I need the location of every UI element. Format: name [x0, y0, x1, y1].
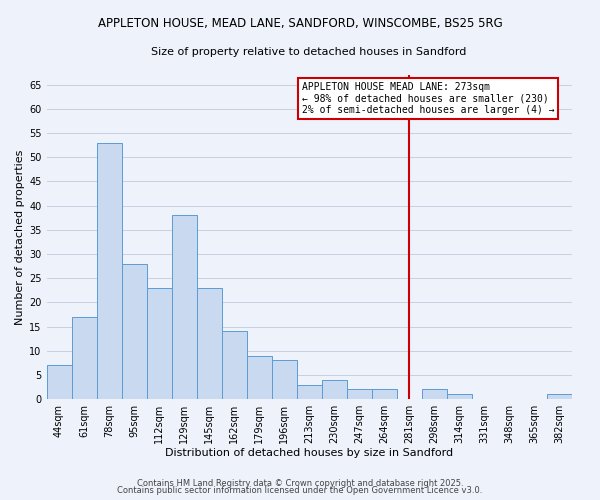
Bar [146, 288, 172, 399]
Bar [371, 390, 397, 399]
Bar [172, 215, 197, 399]
Bar [272, 360, 296, 399]
Y-axis label: Number of detached properties: Number of detached properties [15, 150, 25, 324]
Bar [71, 317, 97, 399]
Text: APPLETON HOUSE, MEAD LANE, SANDFORD, WINSCOMBE, BS25 5RG: APPLETON HOUSE, MEAD LANE, SANDFORD, WIN… [98, 18, 502, 30]
Bar [97, 142, 122, 399]
X-axis label: Distribution of detached houses by size in Sandford: Distribution of detached houses by size … [165, 448, 453, 458]
Bar [197, 288, 221, 399]
Bar [322, 380, 347, 399]
Text: Contains public sector information licensed under the Open Government Licence v3: Contains public sector information licen… [118, 486, 482, 495]
Bar [446, 394, 472, 399]
Bar [296, 384, 322, 399]
Bar [122, 264, 146, 399]
Bar [247, 356, 272, 399]
Text: Contains HM Land Registry data © Crown copyright and database right 2025.: Contains HM Land Registry data © Crown c… [137, 478, 463, 488]
Bar [221, 332, 247, 399]
Bar [47, 365, 71, 399]
Bar [547, 394, 572, 399]
Bar [347, 390, 371, 399]
Text: APPLETON HOUSE MEAD LANE: 273sqm
← 98% of detached houses are smaller (230)
2% o: APPLETON HOUSE MEAD LANE: 273sqm ← 98% o… [302, 82, 554, 116]
Title: Size of property relative to detached houses in Sandford: Size of property relative to detached ho… [151, 48, 467, 58]
Bar [422, 390, 446, 399]
